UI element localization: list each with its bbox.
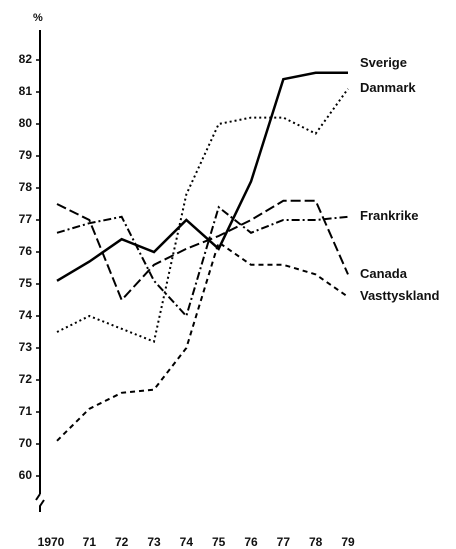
series-label: Frankrike — [360, 208, 419, 223]
series-label: Vasttyskland — [360, 288, 440, 303]
x-tick-label: 76 — [244, 535, 258, 549]
x-tick-label: 71 — [83, 535, 97, 549]
y-tick-label: 72 — [19, 372, 33, 386]
y-tick-label: 74 — [19, 308, 33, 322]
y-tick-label: 71 — [19, 404, 33, 418]
series-label: Sverige — [360, 55, 407, 70]
y-tick-label: 60 — [19, 468, 33, 482]
series-label: Danmark — [360, 80, 416, 95]
series-line — [56, 240, 349, 442]
axis-break — [35, 493, 45, 512]
series-line — [56, 71, 348, 282]
series-line — [56, 205, 349, 318]
x-tick-label: 77 — [277, 535, 291, 549]
series-line — [56, 88, 349, 343]
x-tick-label: 74 — [180, 535, 194, 549]
x-tick-label: 75 — [212, 535, 226, 549]
x-tick-label: 78 — [309, 535, 323, 549]
series-label: Canada — [360, 266, 408, 281]
x-tick-label: 79 — [341, 535, 355, 549]
y-tick-label: 77 — [19, 212, 33, 226]
y-tick-label: 76 — [19, 244, 33, 258]
y-tick-label: 75 — [19, 276, 33, 290]
x-tick-label: 73 — [147, 535, 161, 549]
series-line — [56, 199, 349, 302]
y-tick-label: 81 — [19, 84, 33, 98]
y-tick-label: 82 — [19, 52, 33, 66]
y-tick-label: 78 — [19, 180, 33, 194]
y-tick-label: 73 — [19, 340, 33, 354]
y-axis-label: % — [33, 12, 43, 24]
y-tick-label: 70 — [19, 436, 33, 450]
y-tick-label: 79 — [19, 148, 33, 162]
x-tick-label: 1970 — [38, 535, 65, 549]
y-tick-label: 80 — [19, 116, 33, 130]
x-tick-label: 72 — [115, 535, 129, 549]
